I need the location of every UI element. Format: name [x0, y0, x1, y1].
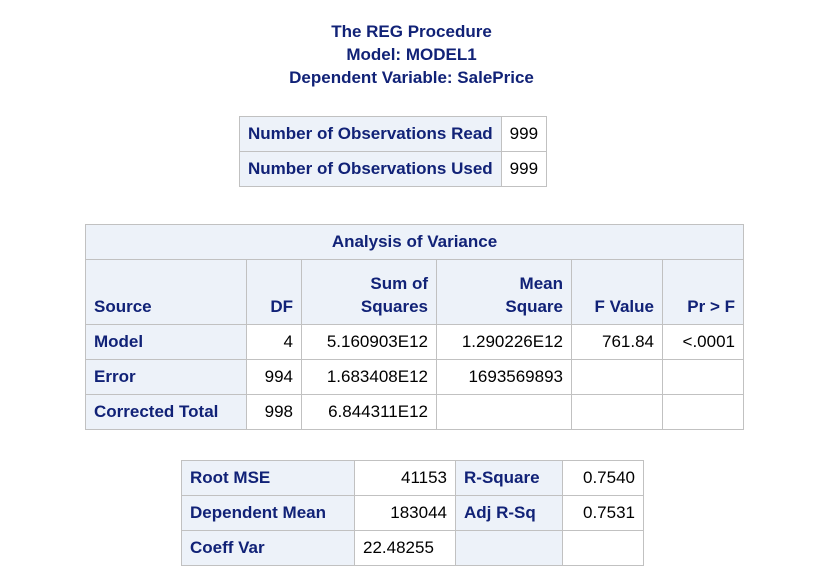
cell-f-value	[571, 394, 663, 430]
anova-table: Analysis of Variance Source DF Sum of Squ…	[85, 224, 744, 430]
col-header-pr-f: Pr > F	[662, 259, 744, 325]
col-header-source: Source	[85, 259, 247, 325]
fit-value: 0.7540	[562, 460, 644, 496]
fit-value: 41153	[354, 460, 456, 496]
col-header-mean-square: Mean Square	[436, 259, 572, 325]
table-row: Number of Observations Read 999	[239, 116, 548, 152]
obs-used-label: Number of Observations Used	[239, 151, 502, 187]
fit-label: Dependent Mean	[181, 495, 355, 531]
fit-label: Adj R-Sq	[455, 495, 563, 531]
cell-p-value: <.0001	[662, 324, 744, 360]
table-row: Model 4 5.160903E12 1.290226E12 761.84 <…	[85, 324, 744, 360]
fit-statistics-table: Root MSE 41153 R-Square 0.7540 Dependent…	[181, 460, 644, 566]
row-label-model: Model	[85, 324, 247, 360]
dependent-variable-title: Dependent Variable: SalePrice	[289, 68, 534, 87]
cell-df: 994	[246, 359, 302, 395]
table-header-row: Source DF Sum of Squares Mean Square F Val…	[85, 259, 744, 325]
col-header-df: DF	[246, 259, 302, 325]
fit-label: R-Square	[455, 460, 563, 496]
cell-df: 998	[246, 394, 302, 430]
fit-value: 0.7531	[562, 495, 644, 531]
cell-sum-of-squares: 5.160903E12	[301, 324, 437, 360]
cell-mean-square	[436, 394, 572, 430]
fit-value	[562, 530, 644, 566]
procedure-title: The REG Procedure	[331, 22, 492, 41]
cell-f-value	[571, 359, 663, 395]
col-header-sum-of-squares: Sum of Squares	[301, 259, 437, 325]
table-row: Dependent Mean 183044 Adj R-Sq 0.7531	[181, 495, 644, 531]
row-label-error: Error	[85, 359, 247, 395]
obs-used-value: 999	[500, 151, 548, 187]
observations-table: Number of Observations Read 999 Number o…	[239, 116, 548, 187]
cell-f-value: 761.84	[571, 324, 663, 360]
row-label-corrected-total: Corrected Total	[85, 394, 247, 430]
fit-value: 22.48255	[354, 530, 456, 566]
cell-df: 4	[246, 324, 302, 360]
cell-sum-of-squares: 1.683408E12	[301, 359, 437, 395]
obs-read-value: 999	[500, 116, 548, 152]
table-row: Root MSE 41153 R-Square 0.7540	[181, 460, 644, 496]
cell-sum-of-squares: 6.844311E12	[301, 394, 437, 430]
cell-mean-square: 1.290226E12	[436, 324, 572, 360]
anova-caption: Analysis of Variance	[85, 224, 744, 260]
fit-value: 183044	[354, 495, 456, 531]
obs-read-label: Number of Observations Read	[239, 116, 502, 152]
cell-mean-square: 1693569893	[436, 359, 572, 395]
cell-p-value	[662, 359, 744, 395]
table-row: Error 994 1.683408E12 1693569893	[85, 359, 744, 395]
table-row: Coeff Var 22.48255	[181, 530, 644, 566]
table-row: Corrected Total 998 6.844311E12	[85, 394, 744, 430]
procedure-titles: The REG Procedure Model: MODEL1 Dependen…	[0, 20, 823, 89]
cell-p-value	[662, 394, 744, 430]
col-header-f-value: F Value	[571, 259, 663, 325]
table-row: Number of Observations Used 999	[239, 151, 548, 187]
fit-label: Root MSE	[181, 460, 355, 496]
table-caption-row: Analysis of Variance	[85, 224, 744, 260]
model-title: Model: MODEL1	[346, 45, 477, 64]
fit-label	[455, 530, 563, 566]
fit-label: Coeff Var	[181, 530, 355, 566]
